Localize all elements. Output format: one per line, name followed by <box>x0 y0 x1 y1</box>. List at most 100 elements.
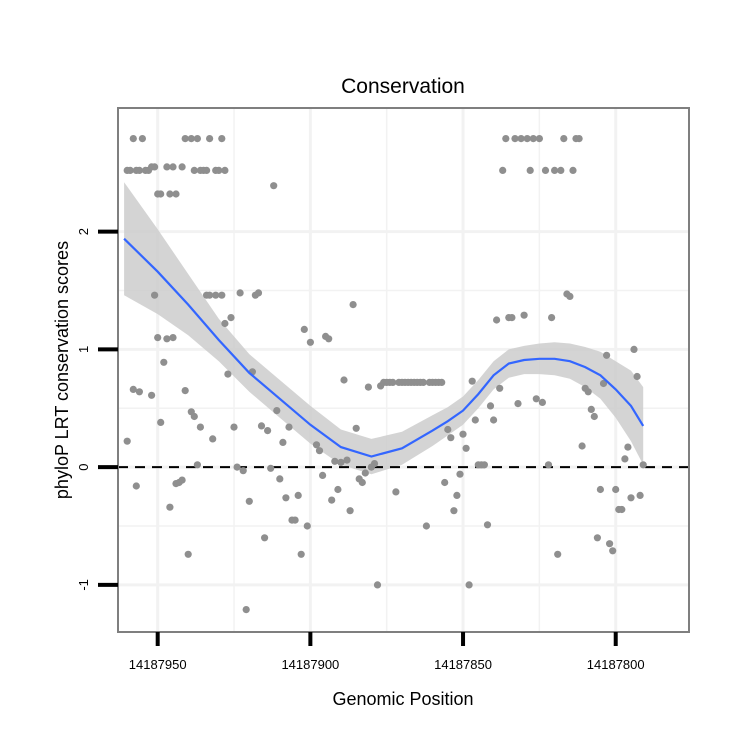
smooth-line <box>123 237 645 458</box>
data-point <box>373 581 382 589</box>
data-point <box>499 166 507 174</box>
data-point <box>196 423 204 431</box>
data-point <box>160 358 168 366</box>
data-point <box>209 435 217 443</box>
data-point <box>328 496 336 504</box>
data-point <box>370 460 379 468</box>
plot-border <box>117 107 690 633</box>
data-point <box>187 135 195 143</box>
data-point <box>517 135 525 143</box>
data-point <box>297 550 305 558</box>
data-point <box>279 438 287 446</box>
data-point <box>618 505 626 514</box>
y-tick-label: 1 <box>76 346 91 353</box>
data-point <box>319 471 327 479</box>
data-point <box>233 463 241 471</box>
data-point <box>599 379 608 388</box>
data-point <box>630 345 638 353</box>
data-point <box>157 190 165 198</box>
data-point <box>273 407 281 415</box>
data-point <box>166 503 174 511</box>
data-point <box>218 291 226 299</box>
data-point <box>157 418 165 426</box>
data-point <box>468 377 476 385</box>
data-point <box>624 443 632 451</box>
data-point <box>459 430 467 438</box>
data-point <box>453 491 461 499</box>
data-point <box>285 423 293 431</box>
x-axis-ticks: 14187950 14187900 14187850 14187800 <box>129 632 645 672</box>
data-point <box>502 135 510 143</box>
data-point <box>508 314 516 322</box>
x-tick-label: 14187800 <box>587 657 645 672</box>
data-point <box>276 475 284 483</box>
data-point <box>606 540 614 548</box>
data-point <box>520 311 528 319</box>
data-point <box>206 135 214 143</box>
data-point <box>575 135 583 143</box>
data-point <box>239 467 247 475</box>
data-point <box>282 494 290 502</box>
data-point <box>340 376 348 384</box>
data-point <box>126 166 134 174</box>
data-point <box>544 461 553 469</box>
data-point <box>245 497 253 505</box>
data-point <box>346 507 354 515</box>
data-point <box>532 395 540 403</box>
data-point <box>438 378 446 386</box>
data-point <box>169 334 177 342</box>
data-point <box>261 534 269 542</box>
data-point <box>181 135 189 143</box>
data-point <box>603 351 611 359</box>
data-point <box>129 135 137 143</box>
data-point <box>300 325 308 333</box>
data-point <box>291 516 299 524</box>
data-point <box>166 190 174 198</box>
data-point <box>627 494 635 502</box>
data-point <box>337 458 345 466</box>
data-point <box>294 491 302 499</box>
y-tick-label: -1 <box>76 579 91 591</box>
data-point <box>172 190 180 198</box>
data-point <box>203 166 211 174</box>
data-point <box>254 289 263 297</box>
y-axis-label: phyloP LRT conservation scores <box>52 241 72 499</box>
data-point <box>560 135 568 143</box>
data-point <box>535 135 544 143</box>
data-point <box>358 478 366 487</box>
x-axis-label: Genomic Position <box>332 689 473 709</box>
data-point <box>267 464 275 472</box>
data-point <box>578 442 586 450</box>
data-point <box>551 166 559 174</box>
data-point <box>447 434 455 442</box>
data-point <box>163 163 171 171</box>
data-point <box>419 378 427 386</box>
data-point <box>490 416 498 424</box>
data-point <box>270 182 278 190</box>
data-point <box>422 522 430 530</box>
data-point <box>163 335 171 343</box>
data-point <box>456 470 464 478</box>
data-point <box>364 383 372 391</box>
data-point <box>154 334 162 342</box>
data-point <box>151 291 159 299</box>
data-point <box>566 292 574 300</box>
data-point <box>138 135 146 143</box>
data-point <box>224 370 232 378</box>
data-point <box>193 461 201 469</box>
data-point <box>541 166 550 174</box>
data-point <box>496 384 504 392</box>
data-point <box>206 291 214 299</box>
data-point <box>349 301 357 309</box>
data-point <box>227 314 235 322</box>
data-point <box>334 485 342 494</box>
chart-title: Conservation <box>341 75 465 98</box>
data-point <box>178 476 186 484</box>
x-tick-label: 14187900 <box>281 657 339 672</box>
y-axis-ticks: -1 0 1 2 <box>76 228 118 591</box>
data-point <box>612 485 620 494</box>
data-point <box>181 387 189 395</box>
data-point <box>514 400 522 408</box>
data-point <box>230 423 238 431</box>
